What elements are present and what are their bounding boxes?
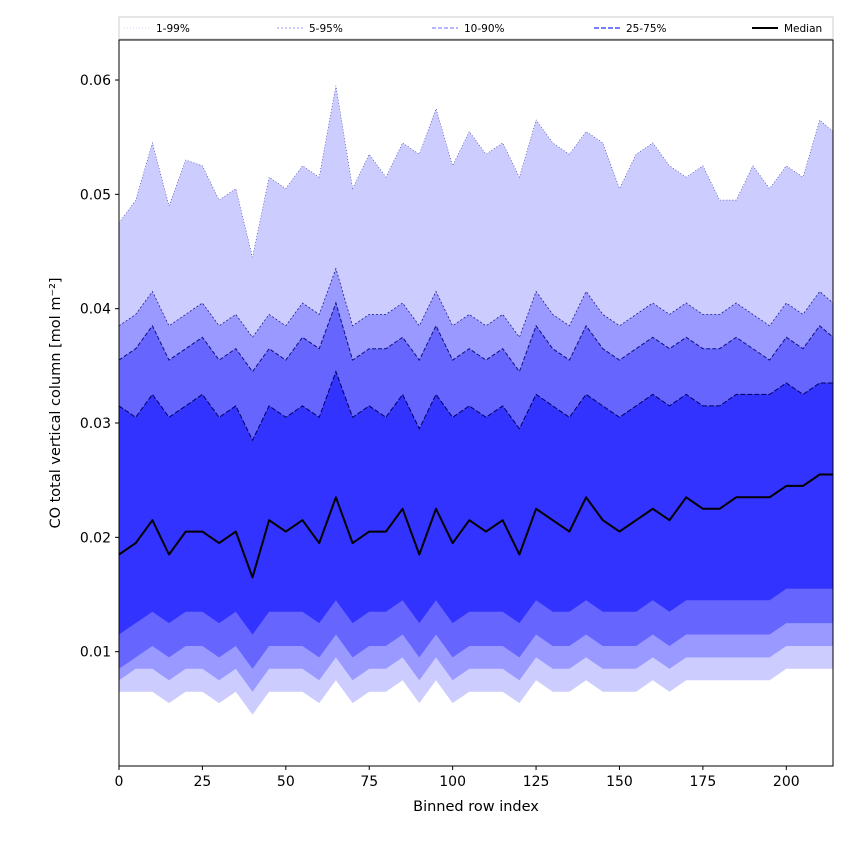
legend-label: 25-75% xyxy=(626,23,667,35)
legend-label: 10-90% xyxy=(464,23,505,35)
y-tick-label: 0.02 xyxy=(80,530,111,546)
band-1-99-upper-line xyxy=(118,85,834,258)
y-tick-label: 0.03 xyxy=(80,416,111,432)
series-lines xyxy=(118,85,834,579)
x-tick-label: 175 xyxy=(690,774,717,790)
y-tick-label: 0.01 xyxy=(80,645,111,661)
y-axis: 0.01 0.02 0.03 0.04 0.05 0.06 xyxy=(80,73,119,661)
legend-label: Median xyxy=(784,23,822,35)
x-axis: 0 25 50 75 100 125 150 175 200 xyxy=(115,766,800,790)
x-tick-label: 0 xyxy=(115,774,124,790)
legend-label: 5-95% xyxy=(309,23,343,35)
x-tick-label: 75 xyxy=(360,774,378,790)
band-25-75 xyxy=(119,371,833,635)
legend-box xyxy=(118,16,834,40)
x-tick-label: 200 xyxy=(773,774,800,790)
y-tick-label: 0.05 xyxy=(80,187,111,203)
x-tick-label: 100 xyxy=(439,774,466,790)
x-tick-label: 150 xyxy=(606,774,633,790)
y-tick-label: 0.06 xyxy=(80,73,111,89)
x-tick-label: 125 xyxy=(523,774,550,790)
legend: 1-99% 5-95% 10-90% 25-75% Median xyxy=(118,16,834,40)
y-tick-label: 0.04 xyxy=(80,302,111,318)
band-25-75-upper-line xyxy=(118,370,833,442)
plot-frame xyxy=(118,39,834,767)
x-tick-label: 50 xyxy=(277,774,295,790)
band-10-90-upper-line xyxy=(118,301,834,373)
y-axis-title: CO total vertical column [mol m⁻²] xyxy=(48,277,64,528)
x-tick-label: 25 xyxy=(193,774,211,790)
band-5-95-upper-line xyxy=(118,267,834,339)
median-line xyxy=(118,473,833,579)
legend-label: 1-99% xyxy=(156,23,190,35)
percentile-bands xyxy=(119,85,833,715)
x-axis-title: Binned row index xyxy=(413,799,539,815)
